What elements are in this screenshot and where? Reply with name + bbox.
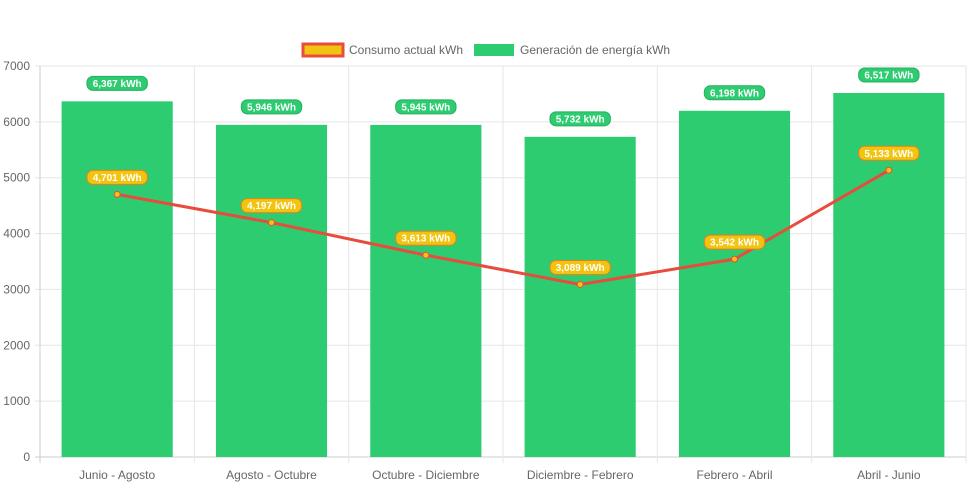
legend-label-consumo: Consumo actual kWh: [349, 43, 463, 57]
line-data-label: 3,613 kWh: [401, 234, 450, 245]
bar-data-label: 5,946 kWh: [247, 102, 296, 113]
bar-data-label-bg: [240, 99, 303, 115]
line-data-label-bg: [858, 145, 920, 161]
y-tick-label: 4000: [3, 227, 30, 241]
point-consumo: [113, 190, 121, 198]
x-tick-label: Octubre - Diciembre: [372, 468, 480, 482]
y-tick-label: 7000: [3, 59, 30, 73]
bar-data-label-bg: [858, 67, 920, 83]
line-data-label-bg: [549, 259, 611, 275]
bar-data-label: 6,198 kWh: [710, 88, 759, 99]
bar-data-label-bg: [395, 99, 457, 115]
line-data-label: 3,089 kWh: [556, 263, 605, 274]
y-tick-label: 1000: [3, 394, 30, 408]
y-tick-label: 5000: [3, 171, 30, 185]
bar-generacion: [61, 101, 173, 457]
line-data-label-bg: [240, 198, 303, 214]
point-consumo: [576, 280, 584, 288]
y-tick-label: 2000: [3, 338, 30, 352]
line-data-label: 4,197 kWh: [247, 201, 296, 212]
y-tick-label: 3000: [3, 282, 30, 296]
x-tick-label: Febrero - Abril: [696, 468, 772, 482]
point-consumo: [731, 255, 738, 263]
legend: Consumo actual kWh Generación de energía …: [301, 42, 670, 58]
legend-label-generacion: Generación de energía kWh: [520, 43, 670, 57]
y-tick-label: 0: [23, 450, 30, 464]
data-labels: 6,367 kWh 5,946 kWh 5,945 kWh 5,732 kWh 6,19…: [86, 67, 920, 275]
bar-data-label: 6,517 kWh: [864, 70, 913, 81]
line-data-label: 4,701 kWh: [93, 173, 142, 184]
bar-generacion: [678, 110, 791, 458]
point-consumo: [268, 219, 275, 227]
line-data-label-bg: [395, 230, 457, 246]
bars: [61, 92, 945, 458]
line-data-label-bg: [703, 234, 766, 250]
bar-data-label-bg: [703, 85, 766, 101]
point-consumo: [422, 251, 430, 259]
bar-data-label: 5,945 kWh: [401, 102, 450, 113]
y-tick-label: 6000: [3, 115, 30, 129]
line-data-label-bg: [86, 169, 148, 185]
x-tick-label: Abril - Junio: [857, 468, 921, 482]
bar-data-label: 5,732 kWh: [556, 114, 605, 125]
bar-data-label-bg: [86, 75, 148, 91]
legend-swatch-generacion: [474, 44, 514, 56]
x-tick-label: Diciembre - Febrero: [527, 468, 634, 482]
x-tick-label: Agosto - Octubre: [226, 468, 317, 482]
grid: 0 1000 2000 3000 4000 5000 6000 7000 Junio - Ago…: [3, 59, 967, 482]
bar-data-label-bg: [549, 111, 611, 127]
bar-generacion: [524, 136, 636, 458]
bar-generacion: [215, 124, 328, 458]
bar-data-label: 6,367 kWh: [93, 79, 142, 90]
x-tick-label: Junio - Agosto: [79, 468, 155, 482]
legend-swatch-consumo: [301, 42, 345, 58]
line-data-label: 5,133 kWh: [864, 149, 913, 160]
point-consumo: [885, 166, 893, 174]
line-data-label: 3,542 kWh: [710, 238, 759, 249]
bar-generacion: [370, 124, 482, 457]
